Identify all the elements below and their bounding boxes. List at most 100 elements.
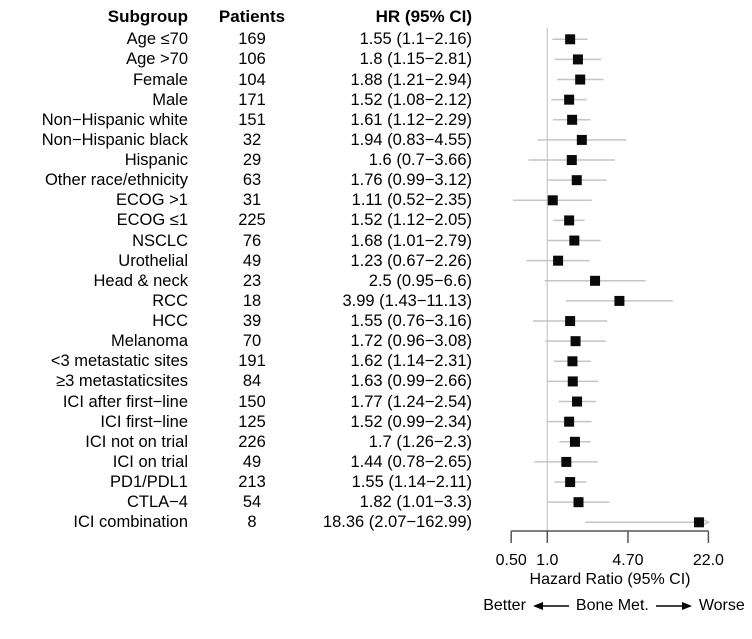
patients-value: 169 — [238, 30, 266, 49]
patients-value: 106 — [238, 50, 266, 69]
hr-marker — [564, 416, 575, 427]
patients-value: 18 — [242, 291, 262, 310]
table-row: Urothelial 49 1.23 (0.67−2.26) — [0, 251, 480, 271]
hr-ci-value: 1.52 (0.99−2.34) — [350, 412, 472, 431]
hr-marker — [693, 517, 704, 528]
axis-tick-label: 1.0 — [536, 552, 559, 569]
table-row: Hispanic 29 1.6 (0.7−3.66) — [0, 150, 480, 170]
hr-ci-value: 1.68 (1.01−2.79) — [350, 231, 472, 250]
patients-value: 63 — [242, 171, 262, 190]
hr-ci-value: 1.55 (0.76−3.16) — [350, 312, 472, 331]
table-row: Head & neck 23 2.5 (0.95−6.6) — [0, 271, 480, 291]
hr-ci-value: 2.5 (0.95−6.6) — [368, 271, 472, 290]
hr-ci-value: 1.7 (1.26−2.3) — [368, 432, 472, 451]
table-row: CTLA−4 54 1.82 (1.01−3.3) — [0, 492, 480, 512]
hr-marker — [565, 34, 576, 45]
axis-tick-label: 4.70 — [612, 552, 644, 569]
patients-value: 76 — [242, 231, 262, 250]
hr-ci-value: 1.76 (0.99−3.12) — [350, 171, 472, 190]
axis-tick-label: 22.0 — [692, 552, 724, 569]
table-row: Age >70 106 1.8 (1.15−2.81) — [0, 49, 480, 69]
column-header-hr: HR (95% CI) — [375, 7, 472, 26]
subgroup-label: Age ≤70 — [126, 30, 188, 49]
hr-ci-value: 1.52 (1.12−2.05) — [350, 211, 472, 230]
patients-value: 125 — [238, 412, 266, 431]
hr-ci-value: 18.36 (2.07−162.99) — [322, 513, 472, 532]
patients-value: 171 — [238, 90, 266, 109]
hr-marker — [590, 275, 601, 286]
subgroup-label: CTLA−4 — [127, 493, 188, 512]
table-row: NSCLC 76 1.68 (1.01−2.79) — [0, 231, 480, 251]
hr-ci-value: 1.62 (1.14−2.31) — [350, 352, 472, 371]
hr-marker — [570, 336, 581, 347]
patients-value: 39 — [242, 312, 262, 331]
subgroup-label: ICI on trial — [112, 452, 188, 471]
table-row: Other race/ethnicity 63 1.76 (0.99−3.12) — [0, 170, 480, 190]
x-axis-title: Hazard Ratio (95% CI) — [529, 571, 691, 588]
subgroup-label: HCC — [152, 312, 188, 331]
patients-value: 225 — [238, 211, 266, 230]
hr-marker — [572, 54, 583, 65]
hr-marker — [567, 114, 578, 125]
subgroup-label: Other race/ethnicity — [44, 171, 188, 190]
hr-ci-value: 1.55 (1.14−2.11) — [351, 473, 472, 492]
hr-ci-value: 1.82 (1.01−3.3) — [359, 493, 472, 512]
patients-value: 70 — [242, 332, 262, 351]
hr-marker — [569, 235, 580, 246]
hr-marker — [564, 94, 575, 105]
subgroup-label: <3 metastatic sites — [50, 352, 188, 371]
column-header-patients: Patients — [218, 7, 286, 26]
subgroup-label: ICI not on trial — [85, 432, 188, 451]
subgroup-label: Head & neck — [93, 271, 188, 290]
patients-value: 191 — [238, 352, 266, 371]
hr-ci-value: 1.6 (0.7−3.66) — [368, 151, 472, 170]
subgroup-label: Non−Hispanic white — [41, 110, 188, 129]
subgroup-label: PD1/PDL1 — [110, 473, 188, 492]
direction-center-label: Bone Met. — [575, 597, 649, 614]
table-row: Non−Hispanic white 151 1.61 (1.12−2.29) — [0, 110, 480, 130]
table-row: ECOG >1 31 1.11 (0.52−2.35) — [0, 190, 480, 210]
table-row: HCC 39 1.55 (0.76−3.16) — [0, 311, 480, 331]
hr-ci-value: 1.94 (0.83−4.55) — [350, 130, 472, 149]
subgroup-label: Age >70 — [126, 50, 188, 69]
hr-ci-value: 1.77 (1.24−2.54) — [350, 392, 472, 411]
axis-tick-label: 0.50 — [495, 552, 527, 569]
table-row: Age ≤70 169 1.55 (1.1−2.16) — [0, 29, 480, 49]
hr-marker — [547, 195, 558, 206]
subgroup-label: NSCLC — [132, 231, 188, 250]
hr-marker — [569, 436, 580, 447]
hr-ci-value: 1.88 (1.21−2.94) — [350, 70, 472, 89]
hr-marker — [565, 477, 576, 488]
subgroup-label: ICI first−line — [100, 412, 188, 431]
hr-marker — [566, 155, 577, 166]
hr-ci-value: 1.44 (0.78−2.65) — [350, 452, 472, 471]
subgroup-label: ECOG >1 — [116, 191, 188, 210]
hr-marker — [572, 396, 583, 407]
hr-ci-value: 1.52 (1.08−2.12) — [350, 90, 472, 109]
hr-ci-value: 1.8 (1.15−2.81) — [359, 50, 472, 69]
arrow-left-icon — [532, 602, 569, 610]
patients-value: 8 — [247, 513, 257, 532]
hr-ci-value: 1.63 (0.99−2.66) — [350, 372, 472, 391]
table-row: Male 171 1.52 (1.08−2.12) — [0, 90, 480, 110]
hr-marker — [553, 255, 564, 266]
patients-value: 32 — [242, 130, 262, 149]
patients-value: 23 — [242, 271, 262, 290]
table-row: Non−Hispanic black 32 1.94 (0.83−4.55) — [0, 130, 480, 150]
hr-marker — [571, 175, 582, 186]
direction-legend: Better Bone Met. Worse — [480, 597, 748, 615]
subgroup-label: RCC — [152, 291, 188, 310]
table-row: <3 metastatic sites 191 1.62 (1.14−2.31) — [0, 351, 480, 371]
patients-value: 213 — [238, 473, 266, 492]
table-row: ICI after first−line 150 1.77 (1.24−2.54) — [0, 392, 480, 412]
direction-better-label: Better — [483, 597, 526, 614]
hr-ci-value: 1.61 (1.12−2.29) — [350, 110, 472, 129]
hr-marker — [614, 295, 625, 306]
subgroup-label: ICI after first−line — [62, 392, 188, 411]
subgroup-label: Melanoma — [110, 332, 188, 351]
patients-value: 29 — [242, 151, 262, 170]
subgroup-label: Hispanic — [124, 151, 188, 170]
hr-marker — [573, 497, 584, 508]
